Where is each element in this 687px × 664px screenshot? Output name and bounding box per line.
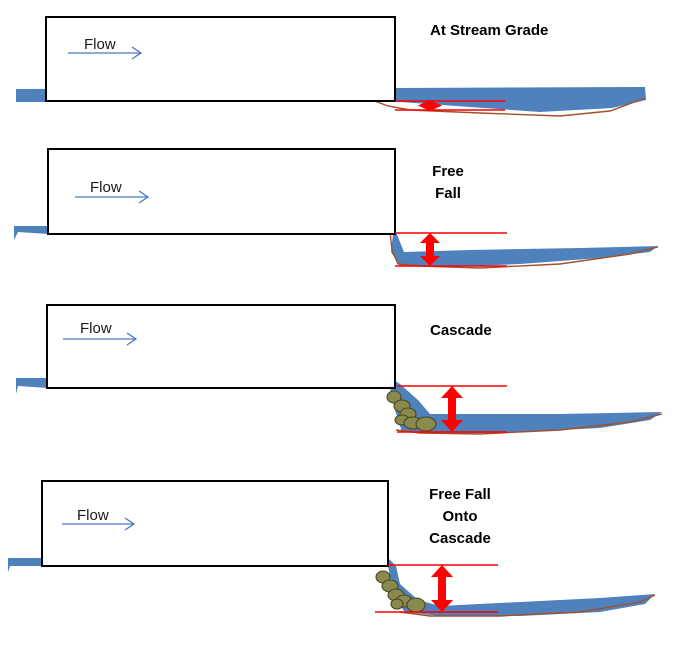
cascade-rocks xyxy=(386,390,437,432)
panel-title-line-1: Free xyxy=(432,163,464,180)
flow-label: Flow xyxy=(90,179,122,196)
panel-title: At Stream Grade xyxy=(430,22,548,39)
rock xyxy=(415,416,437,432)
panel-cascade: Flow Cascade xyxy=(16,304,663,435)
panel-at-stream-grade: Flow At Stream Grade xyxy=(16,16,646,117)
panel-title: Cascade xyxy=(430,322,492,339)
flow-arrow-icon xyxy=(68,46,143,60)
water-channel xyxy=(16,378,662,434)
panel-free-fall-onto-cascade: Flow Free Fall Onto Cascade xyxy=(8,480,656,617)
panel-free-fall: Flow Free Fall xyxy=(14,148,659,269)
culvert-box xyxy=(46,304,396,389)
flow-label: Flow xyxy=(84,36,116,53)
cascade-rocks xyxy=(375,570,426,613)
rock xyxy=(406,597,426,613)
panel-title-line-2: Fall xyxy=(435,185,461,202)
flow-arrow-icon xyxy=(63,332,138,346)
rock xyxy=(386,390,402,404)
flow-arrow-icon xyxy=(62,517,136,531)
panel-title-line-1: Free Fall xyxy=(429,486,491,503)
flow-arrow-icon xyxy=(75,190,150,204)
panel-title-line-3: Cascade xyxy=(429,530,491,547)
culvert-box xyxy=(45,16,396,102)
drop-height-arrow xyxy=(431,565,453,612)
culvert-box xyxy=(47,148,396,235)
panel-title-line-2: Onto xyxy=(443,508,478,525)
streambed xyxy=(399,594,656,617)
streambed xyxy=(389,231,659,269)
rock xyxy=(390,598,404,610)
drop-height-arrow xyxy=(441,386,463,432)
water-channel xyxy=(14,226,658,266)
flow-label: Flow xyxy=(80,320,112,337)
flow-label: Flow xyxy=(77,507,109,524)
streambed xyxy=(371,97,646,117)
drop-height-arrow xyxy=(420,233,440,266)
drop-height-arrow xyxy=(418,100,442,111)
